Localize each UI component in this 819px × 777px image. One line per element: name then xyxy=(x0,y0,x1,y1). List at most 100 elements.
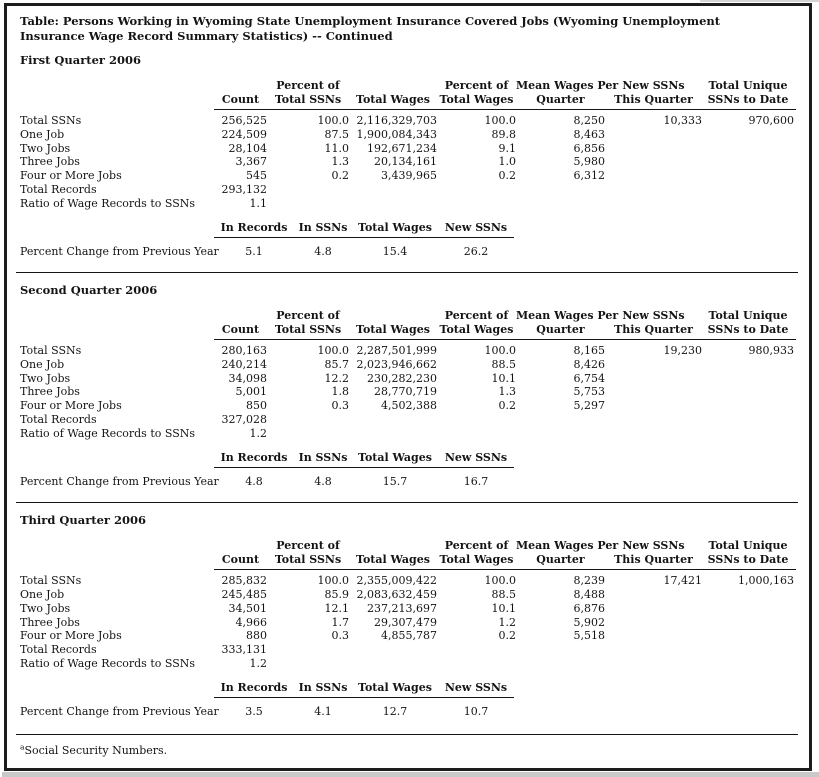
cell xyxy=(702,372,794,386)
cell: 8,239 xyxy=(573,574,606,588)
cell: 8,463 xyxy=(573,127,606,141)
cell xyxy=(605,372,702,386)
cell: 5,518 xyxy=(573,629,606,643)
cell: 100.0 xyxy=(317,114,350,127)
table-row: Two Jobs 34,501 12.1 237,213,697 10.1 6,… xyxy=(20,602,796,616)
cell: 100.0 xyxy=(317,344,350,358)
section-heading-q2: Second Quarter 2006 xyxy=(20,283,158,298)
cell xyxy=(605,142,702,156)
cell xyxy=(702,616,794,630)
cell: 4.8 xyxy=(314,475,332,489)
change-row-label: Percent Change from Previous Year xyxy=(20,705,219,719)
cell xyxy=(605,128,702,142)
column-header-total-wages: Total Wages xyxy=(356,322,430,336)
cell: 2,116,329,703 xyxy=(356,114,437,127)
cell: 230,282,230 xyxy=(367,371,437,385)
cell: 10.1 xyxy=(491,601,517,615)
data-rows-q1: Total SSNs 256,525 100.0 2,116,329,703 1… xyxy=(20,114,796,211)
cell: 85.7 xyxy=(324,357,350,371)
cell: 12.2 xyxy=(324,371,350,385)
footnote-rule xyxy=(16,734,798,736)
cell xyxy=(605,358,702,372)
cell: 29,307,479 xyxy=(374,615,437,629)
cell: 17,421 xyxy=(663,574,703,588)
change-header-in-ssns: In SSNs xyxy=(298,220,348,234)
footnote: aSocial Security Numbers. xyxy=(20,743,796,757)
cell: 100.0 xyxy=(484,574,517,588)
cell: 224,509 xyxy=(221,127,268,141)
table-row: One Job 240,214 85.7 2,023,946,662 88.5 … xyxy=(20,358,796,372)
cell: 85.9 xyxy=(324,587,350,601)
cell xyxy=(605,602,702,616)
cell: 1.2 xyxy=(498,615,517,629)
row-label: Four or More Jobs xyxy=(20,169,122,183)
cell: 0.2 xyxy=(498,169,517,183)
cell: 850 xyxy=(246,399,267,413)
change-header-total-wages: Total Wages xyxy=(358,680,432,694)
cell: 3,367 xyxy=(235,155,268,169)
cell xyxy=(349,657,437,671)
row-label: Two Jobs xyxy=(20,141,71,155)
cell xyxy=(702,197,794,211)
column-header-pct-ssns: Percent of Total SSNs xyxy=(274,79,342,106)
row-label: Total Records xyxy=(20,413,97,427)
table-row: Total Records 333,131 xyxy=(20,643,796,657)
cell: 5,753 xyxy=(573,385,606,399)
cell: 333,131 xyxy=(221,643,268,657)
column-header-row: Count Percent of Total SSNs Total Wages P… xyxy=(20,79,796,106)
table-row: Total Records 293,132 xyxy=(20,183,796,197)
cell: 100.0 xyxy=(484,344,517,358)
cell: 4,855,787 xyxy=(381,629,437,643)
cell: 34,098 xyxy=(228,371,268,385)
column-header-count: Count xyxy=(221,322,260,336)
cell xyxy=(516,413,605,427)
cell: 280,163 xyxy=(221,344,268,358)
cell: 256,525 xyxy=(221,114,268,127)
cell: 0.3 xyxy=(331,399,350,413)
column-header-new-ssns: New SSNs This Quarter xyxy=(614,79,693,106)
table-row: Total SSNs 285,832 100.0 2,355,009,422 1… xyxy=(20,574,796,588)
cell xyxy=(516,427,605,441)
row-label: Three Jobs xyxy=(20,385,80,399)
cell xyxy=(437,197,516,211)
table-row: Two Jobs 34,098 12.2 230,282,230 10.1 6,… xyxy=(20,372,796,386)
cell: 1.2 xyxy=(249,426,268,440)
cell: 9.1 xyxy=(498,141,517,155)
cell: 15.7 xyxy=(382,475,408,489)
cell xyxy=(702,427,794,441)
table-row: Ratio of Wage Records to SSNs 1.2 xyxy=(20,427,796,441)
cell: 285,832 xyxy=(221,574,268,588)
cell xyxy=(437,413,516,427)
page-edge-shadow-bottom xyxy=(2,772,819,777)
column-header-pct-wages: Percent of Total Wages xyxy=(439,539,514,566)
change-header-in-records: In Records xyxy=(220,220,288,234)
change-header-row: In Records In SSNs Total Wages New SSNs xyxy=(20,221,796,235)
cell: 89.8 xyxy=(491,127,517,141)
change-header-total-wages: Total Wages xyxy=(358,450,432,464)
cell: 28,104 xyxy=(228,141,268,155)
cell: 4.8 xyxy=(245,475,263,489)
cell: 4,502,388 xyxy=(381,399,437,413)
cell xyxy=(605,183,702,197)
cell xyxy=(267,643,349,657)
cell: 1.1 xyxy=(249,196,268,210)
change-header-row: In Records In SSNs Total Wages New SSNs xyxy=(20,451,796,465)
cell: 6,754 xyxy=(573,371,606,385)
cell xyxy=(516,183,605,197)
cell xyxy=(349,183,437,197)
column-header-new-ssns: New SSNs This Quarter xyxy=(614,309,693,336)
change-values-row: Percent Change from Previous Year 5.1 4.… xyxy=(20,245,796,259)
cell: 6,312 xyxy=(573,169,606,183)
cell: 0.2 xyxy=(331,169,350,183)
header-rule xyxy=(214,569,796,571)
section-divider xyxy=(16,502,798,504)
cell xyxy=(605,413,702,427)
cell: 19,230 xyxy=(663,344,703,358)
section-heading-q1: First Quarter 2006 xyxy=(20,53,141,67)
cell: 1.0 xyxy=(498,155,517,169)
section-divider xyxy=(16,272,798,274)
cell: 10,333 xyxy=(663,114,703,127)
cell: 34,501 xyxy=(228,601,268,615)
cell xyxy=(437,657,516,671)
cell xyxy=(605,169,702,183)
